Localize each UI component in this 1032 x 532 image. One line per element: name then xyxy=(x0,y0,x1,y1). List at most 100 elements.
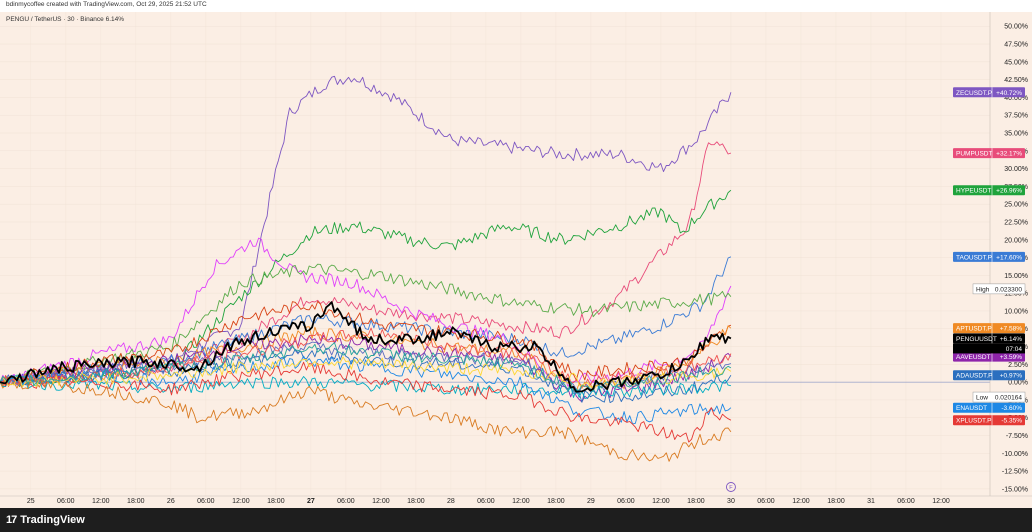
series-tag-value: +7.58% xyxy=(1000,326,1022,333)
series-tag-bg xyxy=(953,148,1025,159)
series-tag-name: PENGUUSDT xyxy=(956,336,997,343)
series-tag[interactable]: XPLUSDT.P -5.35% xyxy=(953,415,1025,426)
x-axis: 25 06:00 12:00 18:00 26 06:00 12:00 18:00 27 06:0… xyxy=(0,495,1032,505)
y-tick-label: -12.50% xyxy=(1002,469,1028,476)
x-tick-label: 06:00 xyxy=(57,498,75,505)
x-tick-label: 18:00 xyxy=(687,498,705,505)
y-tick-label: 30.00% xyxy=(1004,166,1028,173)
x-tick-label: 06:00 xyxy=(337,498,355,505)
series-tag[interactable]: AAVEUSDT +3.59% xyxy=(953,351,1025,362)
y-tick-label: 25.00% xyxy=(1004,202,1028,209)
series-tag-name: ADAUSDT.P xyxy=(956,373,992,380)
low-box-value: 0.020164 xyxy=(995,395,1022,402)
series-line-enausdt xyxy=(0,355,732,425)
series-tag-bg xyxy=(953,370,1025,381)
series-tag[interactable]: ADAUSDT.P +0.97% xyxy=(953,370,1025,381)
y-tick-label: 35.00% xyxy=(1004,131,1028,138)
series-tag[interactable]: PENGUUSDT +6.14% xyxy=(953,333,1025,344)
high-box-label: High xyxy=(976,286,990,293)
chart-background xyxy=(0,12,1032,508)
event-marker-circle[interactable] xyxy=(725,482,736,492)
y-tick-label: 42.50% xyxy=(1004,77,1028,84)
series-tag-bg xyxy=(953,351,1025,362)
x-tick-label: 06:00 xyxy=(757,498,775,505)
y-tick-label: 15.00% xyxy=(1004,273,1028,280)
y-tick-label: 0.00% xyxy=(1008,380,1028,387)
series-line-suiusdt xyxy=(0,375,731,399)
series-line-hypeusdt xyxy=(0,189,732,388)
x-tick-label: 25 xyxy=(27,498,35,505)
x-tick-label: 06:00 xyxy=(197,498,215,505)
series-tag-value: +32.17% xyxy=(996,151,1022,158)
chart-plot[interactable]: 50.00% 47.50% 45.00% 42.50% 40.00% 37.50% 35.0… xyxy=(0,12,1032,508)
series-tag-name: AAVEUSDT xyxy=(956,354,991,361)
series-tag-name: ENAUSDT xyxy=(956,405,987,412)
bar-timer-text: 07:04 xyxy=(1006,346,1023,353)
y-tick-label: 20.00% xyxy=(1004,237,1028,244)
series-tag[interactable]: PUMPUSDT +32.17% xyxy=(953,148,1025,159)
x-tick-label: 31 xyxy=(867,498,875,505)
series-tag[interactable]: TAOUSDT.P +17.60% xyxy=(953,251,1025,262)
tradingview-icon: 17 xyxy=(6,514,17,526)
low-box: Low 0.020164 xyxy=(972,391,1026,403)
footer-bar xyxy=(0,508,1032,532)
series-tag-value: +3.59% xyxy=(1000,354,1022,361)
chart-title: PENGU / TetherUS · 30 · Binance 6.14% xyxy=(6,16,124,23)
series-layer xyxy=(0,75,732,462)
series-tag-bg xyxy=(953,333,1025,344)
x-tick-label: 06:00 xyxy=(617,498,635,505)
series-tag-bg xyxy=(953,185,1025,196)
high-box-value: 0.023300 xyxy=(995,286,1022,293)
y-tick-label: 50.00% xyxy=(1004,24,1028,31)
high-box: High 0.023300 xyxy=(972,283,1026,295)
series-tag-bg xyxy=(953,87,1025,98)
x-tick-label: 06:00 xyxy=(477,498,495,505)
y-tick-label: 37.50% xyxy=(1004,113,1028,120)
x-tick-label: 27 xyxy=(307,498,315,505)
grid-layer xyxy=(0,12,990,496)
x-tick-label: 18:00 xyxy=(547,498,565,505)
x-tick-label: 12:00 xyxy=(652,498,670,505)
x-tick-label: 28 xyxy=(447,498,455,505)
series-line-asterusdt xyxy=(0,237,732,387)
series-line-wlfiusdt xyxy=(0,377,732,462)
series-tag-name: ZECUSDT.P xyxy=(956,90,992,97)
y-tick-label: 45.00% xyxy=(1004,59,1028,66)
series-tag-name: PUMPUSDT xyxy=(956,151,993,158)
series-line-adausdt-p xyxy=(0,347,732,404)
x-tick-label: 12:00 xyxy=(512,498,530,505)
x-tick-label: 06:00 xyxy=(897,498,915,505)
low-box-bg xyxy=(972,391,1026,403)
x-tick-label: 12:00 xyxy=(92,498,110,505)
y-tick-label: -10.00% xyxy=(1002,451,1028,458)
x-tick-label: 18:00 xyxy=(127,498,145,505)
series-tag[interactable]: ENAUSDT -3.60% xyxy=(953,402,1025,413)
series-tag[interactable]: APTUSDT.P +7.58% xyxy=(953,323,1025,334)
x-tick-label: 18:00 xyxy=(267,498,285,505)
series-tag-bg xyxy=(953,415,1025,426)
event-marker[interactable]: F xyxy=(725,482,736,492)
series-tag-value: +6.14% xyxy=(1000,336,1022,343)
series-tag[interactable]: HYPEUSDT +26.96% xyxy=(953,185,1025,196)
series-line-aaveusdt xyxy=(0,334,732,403)
x-tick-label: 29 xyxy=(587,498,595,505)
series-tag-value: +26.96% xyxy=(996,188,1022,195)
series-tag-bg xyxy=(953,251,1025,262)
series-line-xplusdt-p xyxy=(0,361,732,443)
tradingview-logo[interactable]: 17 TradingView xyxy=(6,514,85,526)
series-tag-value: -5.35% xyxy=(1001,418,1022,425)
series-tags: ZECUSDT.P +40.72% PUMPUSDT +32.17% HYPEUSDT +… xyxy=(953,87,1026,426)
bar-timer-bg xyxy=(953,343,1025,354)
y-tick-label: -7.50% xyxy=(1006,433,1028,440)
bar-timer: 07:04 xyxy=(953,343,1025,354)
x-tick-label: 12:00 xyxy=(932,498,950,505)
y-tick-label: 12.50% xyxy=(1004,291,1028,298)
series-line-pumpusdt xyxy=(0,141,732,387)
series-tag[interactable]: ZECUSDT.P +40.72% xyxy=(953,87,1025,98)
y-tick-label: 40.00% xyxy=(1004,95,1028,102)
y-tick-label: -15.00% xyxy=(1002,486,1028,493)
x-tick-label: 12:00 xyxy=(232,498,250,505)
series-tag-name: APTUSDT.P xyxy=(956,326,992,333)
series-tag-value: +0.97% xyxy=(1000,373,1022,380)
series-tag-value: +17.60% xyxy=(996,254,1022,261)
